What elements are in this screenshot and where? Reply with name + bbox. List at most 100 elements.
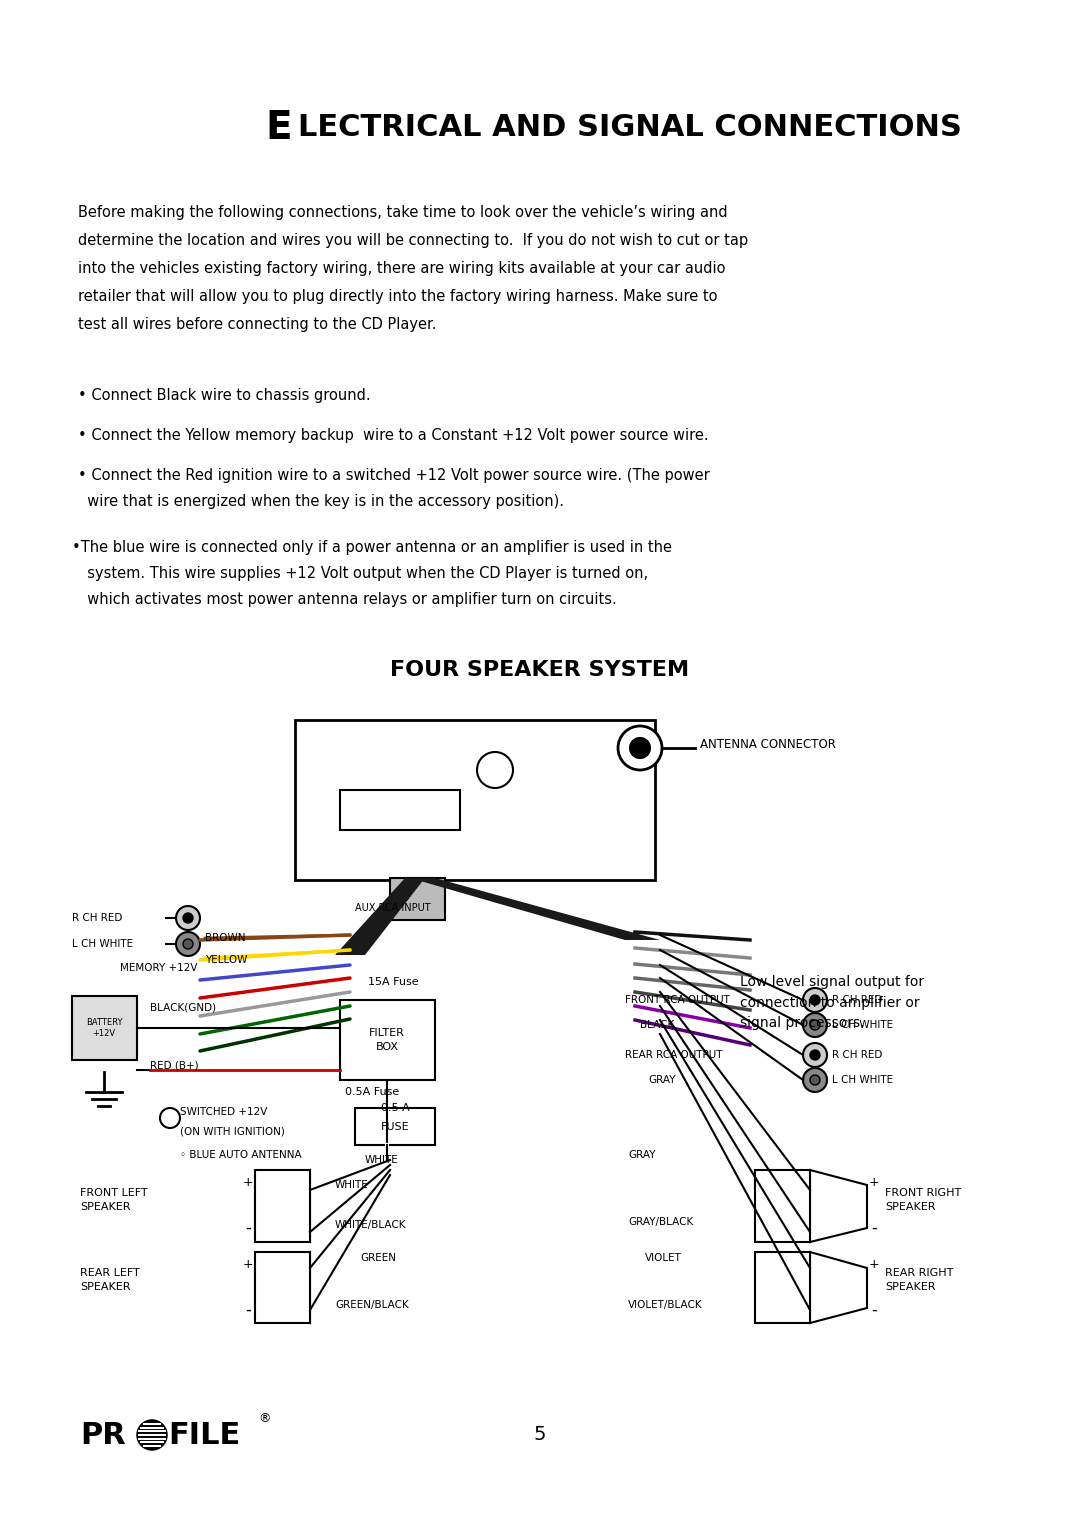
Text: SWITCHED +12V: SWITCHED +12V [180, 1108, 268, 1117]
Text: E: E [265, 109, 292, 147]
Bar [340, 1000, 435, 1080]
Polygon shape [810, 1252, 867, 1324]
Text: GREEN: GREEN [360, 1253, 396, 1262]
Text: AUX RCA INPUT: AUX RCA INPUT [355, 902, 431, 913]
Circle shape [618, 726, 662, 771]
Text: ANTENNA CONNECTOR: ANTENNA CONNECTOR [700, 737, 836, 751]
Bar [340, 791, 460, 830]
Circle shape [138, 1422, 166, 1449]
Text: system. This wire supplies +12 Volt output when the CD Player is turned on,: system. This wire supplies +12 Volt outp… [78, 565, 648, 581]
Circle shape [160, 1108, 180, 1128]
Text: REAR LEFT
SPEAKER: REAR LEFT SPEAKER [80, 1268, 139, 1291]
Text: YELLOW: YELLOW [205, 954, 247, 965]
Text: ◦ BLUE AUTO ANTENNA: ◦ BLUE AUTO ANTENNA [180, 1151, 301, 1160]
Text: +: + [243, 1175, 254, 1189]
Text: MEMORY +12V: MEMORY +12V [120, 964, 198, 973]
Polygon shape [335, 878, 426, 954]
Text: • Connect the Red ignition wire to a switched +12 Volt power source wire. (The p: • Connect the Red ignition wire to a swi… [78, 467, 710, 483]
Text: GRAY: GRAY [648, 1075, 675, 1085]
Circle shape [804, 1013, 827, 1037]
Text: R CH RED: R CH RED [832, 994, 882, 1005]
Circle shape [810, 1020, 820, 1030]
Text: Before making the following connections, take time to look over the vehicle’s wi: Before making the following connections,… [78, 205, 728, 221]
Text: +: + [868, 1258, 879, 1272]
Bar [355, 1108, 435, 1144]
Text: REAR RIGHT
SPEAKER: REAR RIGHT SPEAKER [885, 1268, 954, 1291]
Text: FILE: FILE [168, 1420, 240, 1449]
Text: GREEN/BLACK: GREEN/BLACK [335, 1301, 408, 1310]
Circle shape [477, 752, 513, 787]
Text: test all wires before connecting to the CD Player.: test all wires before connecting to the … [78, 317, 436, 332]
Text: into the vehicles existing factory wiring, there are wiring kits available at yo: into the vehicles existing factory wirin… [78, 260, 726, 276]
Circle shape [630, 738, 650, 758]
Text: GRAY: GRAY [627, 1151, 656, 1160]
Text: BATTERY
+12V: BATTERY +12V [85, 1017, 122, 1039]
Circle shape [810, 1075, 820, 1085]
Circle shape [810, 1049, 820, 1060]
Text: FILTER
BOX: FILTER BOX [369, 1028, 405, 1051]
Bar [72, 996, 137, 1060]
Text: REAR RCA OUTPUT: REAR RCA OUTPUT [625, 1049, 723, 1060]
Polygon shape [255, 1170, 310, 1242]
Text: -: - [872, 1301, 877, 1319]
Text: GRAY/BLACK: GRAY/BLACK [627, 1216, 693, 1227]
Polygon shape [410, 878, 660, 941]
Circle shape [176, 931, 200, 956]
Circle shape [183, 939, 193, 948]
Text: determine the location and wires you will be connecting to.  If you do not wish : determine the location and wires you wil… [78, 233, 748, 248]
Text: FRONT RCA OUTPUT: FRONT RCA OUTPUT [625, 994, 730, 1005]
Text: 15A Fuse: 15A Fuse [368, 977, 419, 987]
Text: R CH RED: R CH RED [72, 913, 122, 922]
Text: 0.5A Fuse: 0.5A Fuse [345, 1088, 400, 1097]
Circle shape [183, 913, 193, 922]
Text: retailer that will allow you to plug directly into the factory wiring harness. M: retailer that will allow you to plug dir… [78, 290, 717, 303]
Circle shape [804, 1043, 827, 1066]
Text: L CH WHITE: L CH WHITE [832, 1020, 893, 1030]
Text: WHITE: WHITE [335, 1180, 368, 1190]
Text: • Connect Black wire to chassis ground.: • Connect Black wire to chassis ground. [78, 388, 370, 403]
Text: VIOLET: VIOLET [645, 1253, 681, 1262]
Text: -: - [245, 1219, 251, 1236]
Text: • Connect the Yellow memory backup  wire to a Constant +12 Volt power source wir: • Connect the Yellow memory backup wire … [78, 427, 708, 443]
Circle shape [176, 905, 200, 930]
Circle shape [804, 988, 827, 1013]
Text: BROWN: BROWN [205, 933, 245, 944]
Text: R CH RED: R CH RED [832, 1049, 882, 1060]
Text: FRONT LEFT
SPEAKER: FRONT LEFT SPEAKER [80, 1189, 148, 1212]
Polygon shape [255, 1252, 310, 1324]
Text: FUSE: FUSE [380, 1121, 409, 1132]
Text: 0.5 A: 0.5 A [380, 1103, 409, 1114]
Text: RED (B+): RED (B+) [150, 1060, 199, 1069]
Text: L CH WHITE: L CH WHITE [72, 939, 133, 948]
Bar [755, 1252, 810, 1324]
Circle shape [804, 1068, 827, 1092]
Text: WHITE/BLACK: WHITE/BLACK [335, 1219, 406, 1230]
Bar [390, 878, 445, 921]
Circle shape [810, 994, 820, 1005]
Text: WHITE: WHITE [365, 1155, 399, 1164]
Text: FRONT RIGHT
SPEAKER: FRONT RIGHT SPEAKER [885, 1189, 961, 1212]
Text: BLACK: BLACK [640, 1020, 674, 1030]
Bar [755, 1170, 810, 1242]
Text: •The blue wire is connected only if a power antenna or an amplifier is used in t: •The blue wire is connected only if a po… [72, 539, 672, 555]
Text: -: - [245, 1301, 251, 1319]
Text: +: + [243, 1258, 254, 1272]
Text: +: + [868, 1175, 879, 1189]
Text: which activates most power antenna relays or amplifier turn on circuits.: which activates most power antenna relay… [78, 591, 617, 607]
Text: PR: PR [80, 1420, 125, 1449]
Text: L CH WHITE: L CH WHITE [832, 1075, 893, 1085]
Text: ®: ® [258, 1413, 270, 1425]
Text: -: - [872, 1219, 877, 1236]
Bar [255, 1170, 310, 1242]
Text: BLACK(GND): BLACK(GND) [150, 1003, 216, 1013]
Bar [295, 720, 654, 879]
Text: FOUR SPEAKER SYSTEM: FOUR SPEAKER SYSTEM [391, 660, 689, 680]
Bar [255, 1252, 310, 1324]
Text: 5: 5 [534, 1425, 546, 1445]
Text: LECTRICAL AND SIGNAL CONNECTIONS: LECTRICAL AND SIGNAL CONNECTIONS [298, 113, 962, 142]
Text: wire that is energized when the key is in the accessory position).: wire that is energized when the key is i… [78, 493, 564, 509]
Text: VIOLET/BLACK: VIOLET/BLACK [627, 1301, 703, 1310]
Text: Low level signal output for
connection to amplifier or
signal processors.: Low level signal output for connection t… [740, 974, 924, 1030]
Polygon shape [810, 1170, 867, 1242]
Text: (ON WITH IGNITION): (ON WITH IGNITION) [180, 1128, 285, 1137]
